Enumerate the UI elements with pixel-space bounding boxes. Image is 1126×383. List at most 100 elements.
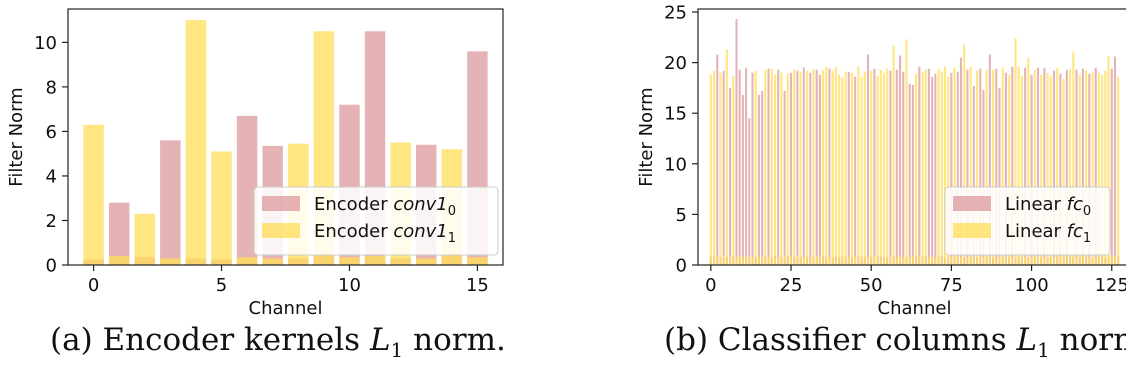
- bar-series1: [918, 256, 921, 265]
- bar-series1: [834, 66, 837, 266]
- bar-series1: [956, 255, 959, 265]
- bar-series0: [783, 90, 786, 266]
- bar-series1: [1059, 255, 1062, 265]
- bar-series1: [1004, 256, 1007, 265]
- bar-series0: [1004, 72, 1007, 265]
- bar-series1: [729, 256, 732, 265]
- bar-series1: [895, 256, 898, 265]
- bar-series1: [754, 70, 757, 265]
- bar-series1: [793, 69, 796, 266]
- bar-series1: [741, 256, 744, 265]
- bar-series1: [899, 255, 902, 265]
- bar-series1: [915, 73, 918, 265]
- bar-series1: [725, 49, 728, 265]
- bar-series1: [735, 256, 738, 265]
- bar-series1: [847, 256, 850, 265]
- bar-series1: [1046, 72, 1049, 265]
- bar-series1: [1011, 256, 1014, 265]
- bar-series1: [1049, 75, 1052, 265]
- legend-label: Linear fc0: [1005, 194, 1091, 219]
- bar-series0: [738, 69, 741, 266]
- bar-series1: [892, 45, 895, 266]
- bar-series1: [709, 74, 712, 266]
- caption-a-suffix: norm.: [403, 322, 506, 358]
- bar-series1: [908, 256, 911, 265]
- bar-series1: [1027, 57, 1030, 265]
- legend-label: Linear fc1: [1005, 221, 1091, 246]
- bar-series1: [712, 70, 716, 265]
- bar-series1: [985, 69, 988, 266]
- x-tick-label: 50: [860, 275, 883, 296]
- bar-series1: [1097, 72, 1100, 265]
- x-tick-label: 100: [1014, 275, 1048, 296]
- bar-series1: [963, 44, 966, 265]
- bar-series1: [783, 255, 786, 265]
- caption-b-subscript: 1: [1037, 338, 1050, 363]
- bar-series1: [1075, 256, 1078, 265]
- bar-series1: [1104, 70, 1107, 265]
- bar-series1: [108, 256, 130, 265]
- y-axis-label: Filter Norm: [6, 87, 27, 186]
- bar-series0: [956, 71, 959, 266]
- bar-series0: [741, 95, 744, 265]
- bar-series0: [873, 68, 876, 265]
- bar-series0: [767, 68, 770, 265]
- bar-series1: [870, 70, 873, 265]
- x-axis-label: Channel: [878, 298, 952, 319]
- x-tick-label: 75: [940, 275, 963, 296]
- y-tick-label: 6: [46, 122, 57, 143]
- bar-series0: [1110, 68, 1113, 265]
- bar-series0: [1030, 74, 1033, 266]
- bar-series0: [979, 68, 982, 265]
- bar-series1: [416, 258, 437, 265]
- bar-series1: [992, 69, 995, 266]
- bar-series1: [799, 71, 802, 266]
- bar-series1: [1117, 76, 1120, 265]
- bar-series1: [1001, 67, 1004, 265]
- bar-series1: [1101, 74, 1104, 266]
- bar-series1: [931, 255, 934, 265]
- bar-series1: [972, 256, 975, 265]
- bar-series0: [1113, 56, 1116, 266]
- bar-series1: [1062, 78, 1065, 265]
- x-tick-label: 5: [216, 275, 227, 296]
- bar-series1: [854, 255, 857, 265]
- y-tick-label: 4: [46, 166, 57, 187]
- bar-series1: [998, 255, 1001, 265]
- bar-series1: [780, 72, 783, 265]
- bar-series1: [1052, 256, 1056, 265]
- bar-series0: [908, 83, 911, 265]
- bar-series1: [1014, 38, 1017, 266]
- bar-series1: [716, 256, 719, 265]
- bar-series1: [211, 151, 232, 265]
- bar-series1: [924, 69, 927, 266]
- caption-b-suffix: norm.: [1059, 322, 1126, 358]
- bar-series0: [982, 89, 985, 265]
- bar-series0: [1088, 73, 1091, 265]
- bar-series1: [761, 256, 764, 265]
- bar-series1: [943, 66, 947, 266]
- bar-series1: [1078, 74, 1081, 266]
- plot-frame: [67, 8, 504, 266]
- bar-series1: [773, 74, 777, 266]
- bar-series1: [185, 20, 207, 265]
- bar-series1: [1030, 256, 1033, 265]
- bar-series1: [767, 256, 770, 265]
- chart-classifier-columns: 0 5 10 15 20 25 0 25 50 75 100 125 Channel Filter Nor…: [636, 3, 1126, 319]
- bar-series1: [934, 256, 937, 265]
- bar-series0: [757, 95, 760, 265]
- bar-series1: [467, 257, 488, 265]
- bar-series1: [988, 255, 991, 265]
- bar-series1: [83, 124, 104, 265]
- legend-swatch: [262, 223, 300, 238]
- bar-series1: [1056, 67, 1059, 265]
- bar-series1: [262, 258, 283, 265]
- bar-series0: [716, 54, 719, 265]
- bar-series0: [959, 57, 963, 265]
- bar-series1: [1107, 56, 1110, 266]
- bar-series0: [236, 115, 258, 265]
- bar-series0: [899, 55, 902, 265]
- bar-series0: [988, 54, 991, 265]
